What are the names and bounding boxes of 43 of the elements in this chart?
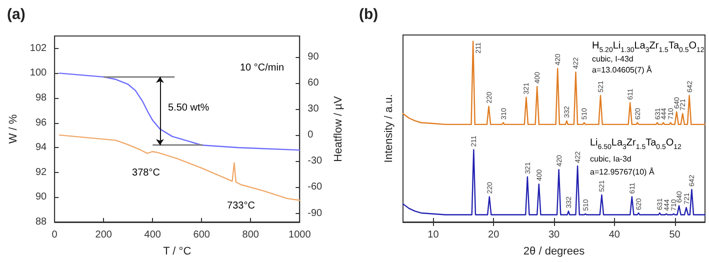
y2-tick-label: 30 [308,104,320,115]
annotation: 10 °C/min [240,62,284,74]
annotation: 5.50 wt% [168,102,210,114]
x-axis-title: 2θ / degrees [523,246,586,258]
x-tick-label: 200 [95,230,112,240]
y2-tick-label: 0 [308,130,314,141]
chart-title: (b) [359,6,378,23]
y2-tick-label: -60 [308,182,323,193]
y-tick-label: 102 [30,42,48,54]
annotation: a=12.95767(10) Å [590,168,655,176]
y-tick-label: 88 [35,216,48,228]
x-tick-label: 40 [608,230,620,240]
x-tick-label: 10 [428,230,440,240]
annotation: a=13.04605(7) Å [592,66,652,74]
x-tick-label: 1000 [288,230,312,240]
y-tick-label: 100 [30,68,48,79]
y2-tick-label: 60 [308,77,320,88]
line-series [58,134,300,201]
y2-tick-label: -30 [308,156,323,167]
annotation: cubic, Ia-3d [590,154,632,164]
x-tick-label: 0 [52,230,58,240]
y-tick-label: 90 [35,192,48,203]
y-tick-label: 92 [35,166,48,178]
y-tick-label: 98 [35,92,48,104]
x-axis-title: T / °C [163,246,192,258]
x-tick-label: 400 [144,230,162,240]
x-tick-label: 30 [548,230,560,240]
x-tick-label: 20 [488,230,500,240]
chart-title: (a) [7,6,26,23]
line-series [58,72,300,151]
annotation: 733°C [227,200,255,212]
y-axis-title: Intensity / a.u. [383,94,395,163]
y2-tick-label: -90 [308,208,323,219]
annotation: cubic, I-43d [592,54,634,64]
y2-tick-label: 90 [308,51,320,62]
x-tick-label: 50 [669,230,681,240]
y-tick-label: 96 [35,117,48,128]
y-tick-label: 94 [35,142,48,154]
y-axis-title: W / % [8,114,20,144]
x-tick-label: 800 [242,230,260,240]
y2-axis-title: Heatflow / µV [332,96,344,162]
annotation: 378°C [132,168,160,178]
x-tick-label: 600 [193,230,210,240]
